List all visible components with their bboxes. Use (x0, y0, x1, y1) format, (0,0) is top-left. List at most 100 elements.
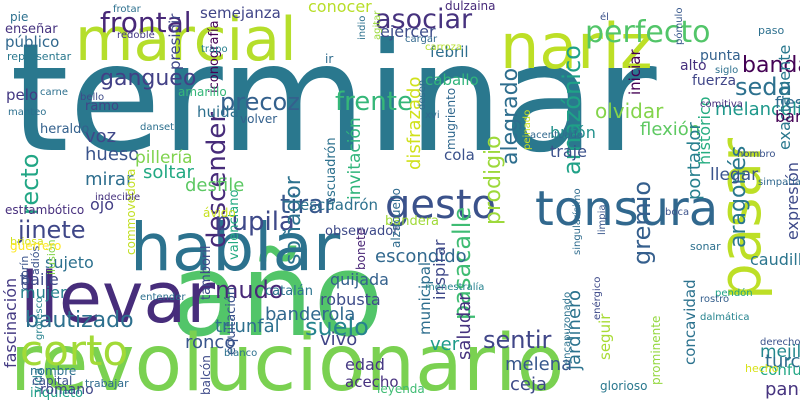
cloud-word: baile (20, 270, 59, 289)
cloud-word: iconografía (207, 20, 222, 93)
cloud-word: nombre (30, 364, 76, 378)
cloud-word: briosa (10, 235, 44, 248)
cloud-word: desfile (185, 175, 244, 196)
cloud-word: fuerza (692, 73, 736, 89)
cloud-word: escuadrón (324, 137, 339, 205)
cloud-word: pupila (215, 207, 295, 237)
cloud-word: robusta (320, 290, 381, 309)
cloud-word: cola (444, 146, 475, 164)
cloud-word: cargar (405, 34, 438, 45)
cloud-word: gremio (628, 181, 656, 265)
cloud-word: amazónico (558, 45, 586, 175)
cloud-word: carroza (425, 42, 462, 53)
cloud-word: acentuado (530, 130, 583, 141)
cloud-word: año (170, 229, 384, 363)
cloud-word: hueso (85, 144, 139, 165)
cloud-word: ir (325, 52, 333, 66)
cloud-word: vida (31, 368, 45, 393)
cloud-word: municipal (416, 262, 434, 335)
cloud-word: terminar (10, 12, 657, 186)
cloud-word: jardinero (564, 290, 585, 371)
cloud-word: entender (140, 292, 186, 303)
cloud-word: gesto (385, 182, 496, 228)
cloud-word: sonar (690, 240, 721, 253)
cloud-word: paso (758, 24, 784, 37)
cloud-word: pasacalle (448, 207, 476, 320)
cloud-word: catalán (265, 284, 313, 299)
cloud-word: ávido (203, 206, 236, 220)
cloud-word: caudillo (750, 250, 800, 269)
cloud-word: boca (665, 207, 689, 218)
cloud-word: limpia (597, 204, 608, 235)
cloud-word: flexión (640, 119, 700, 140)
cloud-word: hombro (737, 149, 776, 160)
cloud-word: ilusión (45, 239, 58, 275)
cloud-word: volver (240, 112, 277, 126)
cloud-word: commovedora (124, 169, 138, 255)
cloud-word: iniciar (626, 49, 644, 95)
cloud-word: valenciano (227, 190, 242, 260)
cloud-word: jinete (17, 216, 86, 244)
cloud-word: invitación (345, 117, 365, 200)
cloud-word: pandero (765, 379, 800, 400)
cloud-word: inquieto (30, 386, 83, 400)
cloud-word: aragonés (726, 146, 751, 248)
cloud-word: triunfal (215, 316, 280, 337)
cloud-word: encapuzonado (562, 292, 573, 365)
cloud-word: derecho (760, 337, 800, 348)
cloud-word: tamboril (199, 245, 214, 300)
cloud-word: alzacuello (389, 188, 403, 248)
cloud-word: nariz (500, 10, 653, 83)
cloud-word: seguir (596, 313, 614, 360)
cloud-word: gangueo (100, 66, 196, 91)
cloud-word: pillería (135, 148, 193, 168)
cloud-word: ver (430, 334, 460, 355)
cloud-word: enseñar (5, 22, 58, 37)
cloud-word: quijada (330, 270, 389, 289)
cloud-word: tirar (280, 190, 335, 220)
cloud-word: bufón (550, 123, 596, 142)
cloud-word: revolucionario (10, 319, 564, 400)
cloud-word: melena (505, 354, 572, 375)
cloud-word: alegrado (498, 68, 523, 165)
cloud-word: romano (40, 382, 94, 398)
cloud-word: prodigio (481, 135, 506, 225)
cloud-word: banda (742, 53, 800, 78)
cloud-word: comitiva (700, 99, 743, 110)
cloud-word: adiós (29, 245, 42, 275)
cloud-word: inspirar (430, 239, 449, 300)
cloud-word: bandera (385, 214, 439, 229)
cloud-word: tonsura (535, 181, 718, 237)
cloud-word: rostro (700, 294, 729, 305)
cloud-word: perfecto (585, 15, 710, 50)
cloud-word: semejanza (200, 4, 281, 22)
cloud-word: suelo (305, 313, 369, 341)
cloud-word: desen (417, 80, 428, 110)
cloud-word: mujer (20, 283, 67, 302)
cloud-word: conocer (308, 0, 372, 16)
cloud-word: bonete (354, 228, 368, 270)
cloud-word: representar (7, 50, 72, 63)
cloud-word: siglo (715, 65, 738, 76)
cloud-word: grotesco (34, 297, 45, 340)
cloud-word: pie (10, 10, 28, 24)
cloud-word: concavidad (681, 279, 699, 365)
cloud-word: sentir (483, 326, 552, 354)
cloud-word: precoz (220, 88, 300, 116)
cloud-word: cobrín (18, 256, 31, 290)
cloud-word: corto (20, 326, 128, 375)
cloud-word: traje (550, 142, 587, 161)
cloud-word: disfrazado (404, 77, 425, 171)
cloud-word: llevar (20, 257, 215, 339)
cloud-word: trabajar (85, 377, 129, 390)
cloud-word: leyenda (377, 382, 425, 396)
cloud-word: mugriento (444, 88, 458, 150)
cloud-word: febril (430, 43, 469, 61)
cloud-word: pasar (706, 138, 774, 300)
cloud-word: mejilla (760, 342, 800, 362)
cloud-word: público (5, 33, 59, 51)
cloud-word: guerrero (10, 239, 61, 253)
cloud-word: ceja (510, 374, 547, 395)
cloud-word: blanco (224, 348, 257, 359)
cloud-word: frente (335, 87, 413, 117)
